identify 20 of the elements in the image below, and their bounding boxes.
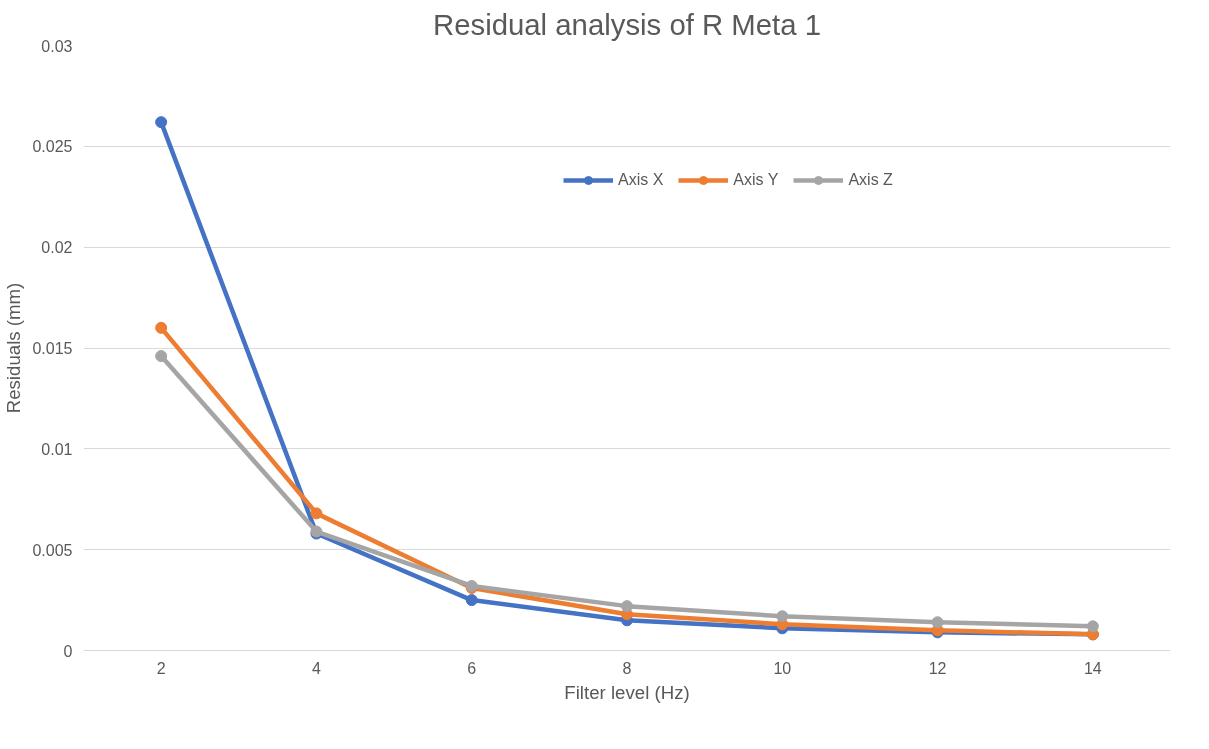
x-tick-label: 8 — [622, 659, 632, 677]
y-tick-label: 0 — [63, 642, 73, 660]
y-tick-label: 0.03 — [41, 37, 73, 55]
y-tick-label: 0.01 — [41, 440, 73, 458]
y-tick-label: 0.02 — [41, 239, 73, 257]
x-tick-label: 4 — [311, 659, 321, 677]
x-tick-label: 2 — [156, 659, 166, 677]
y-tick-label: 0.025 — [32, 138, 73, 156]
legend-label: Axis Z — [848, 171, 893, 189]
legend-label: Axis Y — [733, 171, 779, 189]
legend-label: Axis X — [618, 171, 664, 189]
y-tick-label: 0.015 — [32, 340, 73, 357]
chart-title: Residual analysis of R Meta 1 — [433, 7, 821, 41]
x-tick-label: 14 — [1083, 659, 1102, 677]
x-tick-label: 6 — [467, 659, 477, 677]
x-axis-title: Filter level (Hz) — [564, 681, 690, 703]
x-tick-label: 10 — [773, 659, 792, 677]
y-axis-title: Residuals (mm) — [3, 282, 25, 414]
x-tick-label: 12 — [928, 659, 947, 677]
y-tick-label: 0.005 — [32, 541, 73, 559]
